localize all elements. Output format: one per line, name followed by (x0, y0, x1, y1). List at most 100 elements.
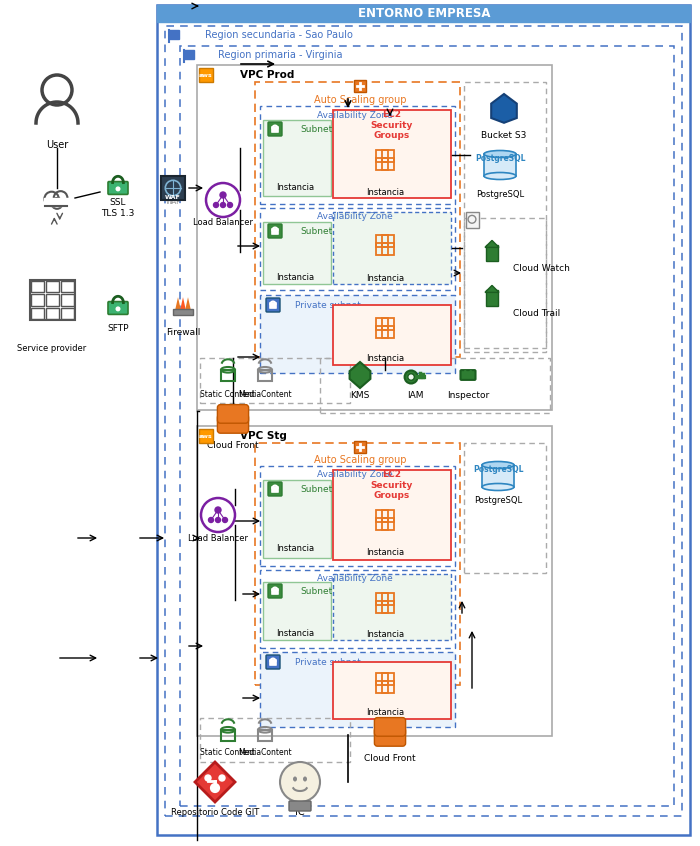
Text: VPC Prod: VPC Prod (240, 70, 295, 80)
FancyBboxPatch shape (199, 429, 213, 443)
FancyBboxPatch shape (482, 465, 514, 487)
Text: aws: aws (199, 433, 213, 438)
FancyBboxPatch shape (486, 244, 498, 261)
Ellipse shape (484, 173, 516, 179)
Text: Availability Zone: Availability Zone (317, 470, 393, 479)
FancyBboxPatch shape (268, 224, 282, 238)
Circle shape (209, 518, 214, 523)
FancyBboxPatch shape (354, 80, 366, 92)
FancyBboxPatch shape (108, 182, 128, 195)
Circle shape (205, 775, 211, 781)
FancyBboxPatch shape (199, 68, 213, 82)
Text: EC2
Security
Groups: EC2 Security Groups (371, 470, 413, 500)
Text: IAM: IAM (407, 391, 424, 399)
FancyBboxPatch shape (466, 212, 479, 228)
FancyBboxPatch shape (461, 370, 475, 380)
FancyBboxPatch shape (333, 662, 451, 719)
Circle shape (219, 775, 225, 781)
Polygon shape (184, 297, 192, 316)
FancyBboxPatch shape (197, 65, 552, 410)
Text: Inspector: Inspector (447, 391, 489, 399)
Circle shape (220, 192, 226, 198)
Text: Firewall: Firewall (166, 327, 200, 337)
FancyBboxPatch shape (333, 212, 451, 284)
FancyBboxPatch shape (484, 154, 516, 176)
Ellipse shape (484, 151, 516, 157)
Ellipse shape (293, 777, 297, 782)
Circle shape (211, 783, 219, 793)
FancyBboxPatch shape (374, 728, 405, 746)
Text: Instancia: Instancia (276, 629, 314, 638)
FancyBboxPatch shape (173, 309, 193, 316)
Text: Auto Scaling group: Auto Scaling group (314, 455, 406, 465)
FancyBboxPatch shape (44, 198, 69, 206)
FancyBboxPatch shape (270, 660, 276, 666)
Text: KMS: KMS (350, 391, 370, 399)
FancyBboxPatch shape (333, 470, 451, 560)
Polygon shape (195, 762, 235, 802)
Text: PostgreSQL: PostgreSQL (474, 496, 522, 504)
FancyBboxPatch shape (218, 415, 248, 433)
Text: Subnet: Subnet (300, 227, 332, 235)
FancyBboxPatch shape (266, 298, 280, 312)
Circle shape (215, 507, 221, 513)
Circle shape (280, 762, 320, 802)
Text: Load Balancer: Load Balancer (188, 534, 248, 542)
FancyBboxPatch shape (333, 574, 451, 640)
FancyBboxPatch shape (184, 50, 194, 59)
Polygon shape (485, 285, 499, 293)
FancyBboxPatch shape (354, 441, 366, 453)
Text: Instancia: Instancia (276, 183, 314, 191)
Text: Static Content: Static Content (200, 389, 256, 398)
Text: Instancia: Instancia (366, 188, 404, 196)
Circle shape (228, 202, 232, 207)
Text: Instancia: Instancia (366, 273, 404, 283)
Text: Private subnet: Private subnet (295, 657, 360, 667)
Circle shape (206, 183, 240, 217)
Text: PostgreSQL: PostgreSQL (475, 153, 525, 162)
Text: Auto Scaling group: Auto Scaling group (314, 95, 406, 105)
FancyBboxPatch shape (333, 110, 451, 198)
Circle shape (223, 518, 228, 523)
Circle shape (116, 187, 120, 190)
FancyBboxPatch shape (266, 655, 280, 669)
FancyBboxPatch shape (108, 302, 128, 315)
Text: Instancia: Instancia (366, 707, 404, 717)
Text: Region secundaria - Sao Paulo: Region secundaria - Sao Paulo (205, 30, 353, 40)
Text: Cloud Watch: Cloud Watch (513, 263, 570, 272)
Polygon shape (491, 94, 517, 123)
Text: Availability Zone: Availability Zone (317, 111, 393, 119)
Text: Static Content: Static Content (200, 748, 256, 756)
Ellipse shape (482, 484, 514, 491)
FancyBboxPatch shape (272, 486, 279, 492)
FancyBboxPatch shape (263, 582, 331, 640)
Circle shape (116, 307, 120, 310)
Text: User: User (46, 140, 68, 150)
Text: Instancia: Instancia (366, 354, 404, 362)
Text: Availability Zone: Availability Zone (317, 574, 393, 583)
Polygon shape (174, 297, 182, 316)
FancyBboxPatch shape (374, 717, 405, 736)
Text: WAF: WAF (165, 199, 181, 205)
Text: Availability Zone: Availability Zone (317, 212, 393, 221)
FancyBboxPatch shape (157, 5, 690, 835)
Text: Cloud Front: Cloud Front (207, 441, 259, 449)
Circle shape (408, 374, 414, 380)
Text: aws: aws (199, 73, 213, 78)
Circle shape (405, 371, 418, 383)
FancyBboxPatch shape (263, 120, 331, 196)
Text: Cloud Front: Cloud Front (364, 754, 416, 762)
Circle shape (216, 518, 220, 523)
FancyBboxPatch shape (272, 228, 279, 234)
Text: PostgreSQL: PostgreSQL (476, 190, 524, 199)
FancyBboxPatch shape (169, 30, 179, 39)
Ellipse shape (303, 777, 307, 782)
Text: Instancia: Instancia (276, 272, 314, 282)
Text: Repositorio Code GIT: Repositorio Code GIT (171, 807, 259, 816)
Text: SSL
TLS 1.3: SSL TLS 1.3 (102, 198, 134, 217)
FancyBboxPatch shape (197, 426, 552, 736)
FancyBboxPatch shape (268, 482, 282, 496)
FancyBboxPatch shape (270, 303, 276, 309)
FancyBboxPatch shape (272, 127, 279, 133)
FancyBboxPatch shape (268, 122, 282, 136)
